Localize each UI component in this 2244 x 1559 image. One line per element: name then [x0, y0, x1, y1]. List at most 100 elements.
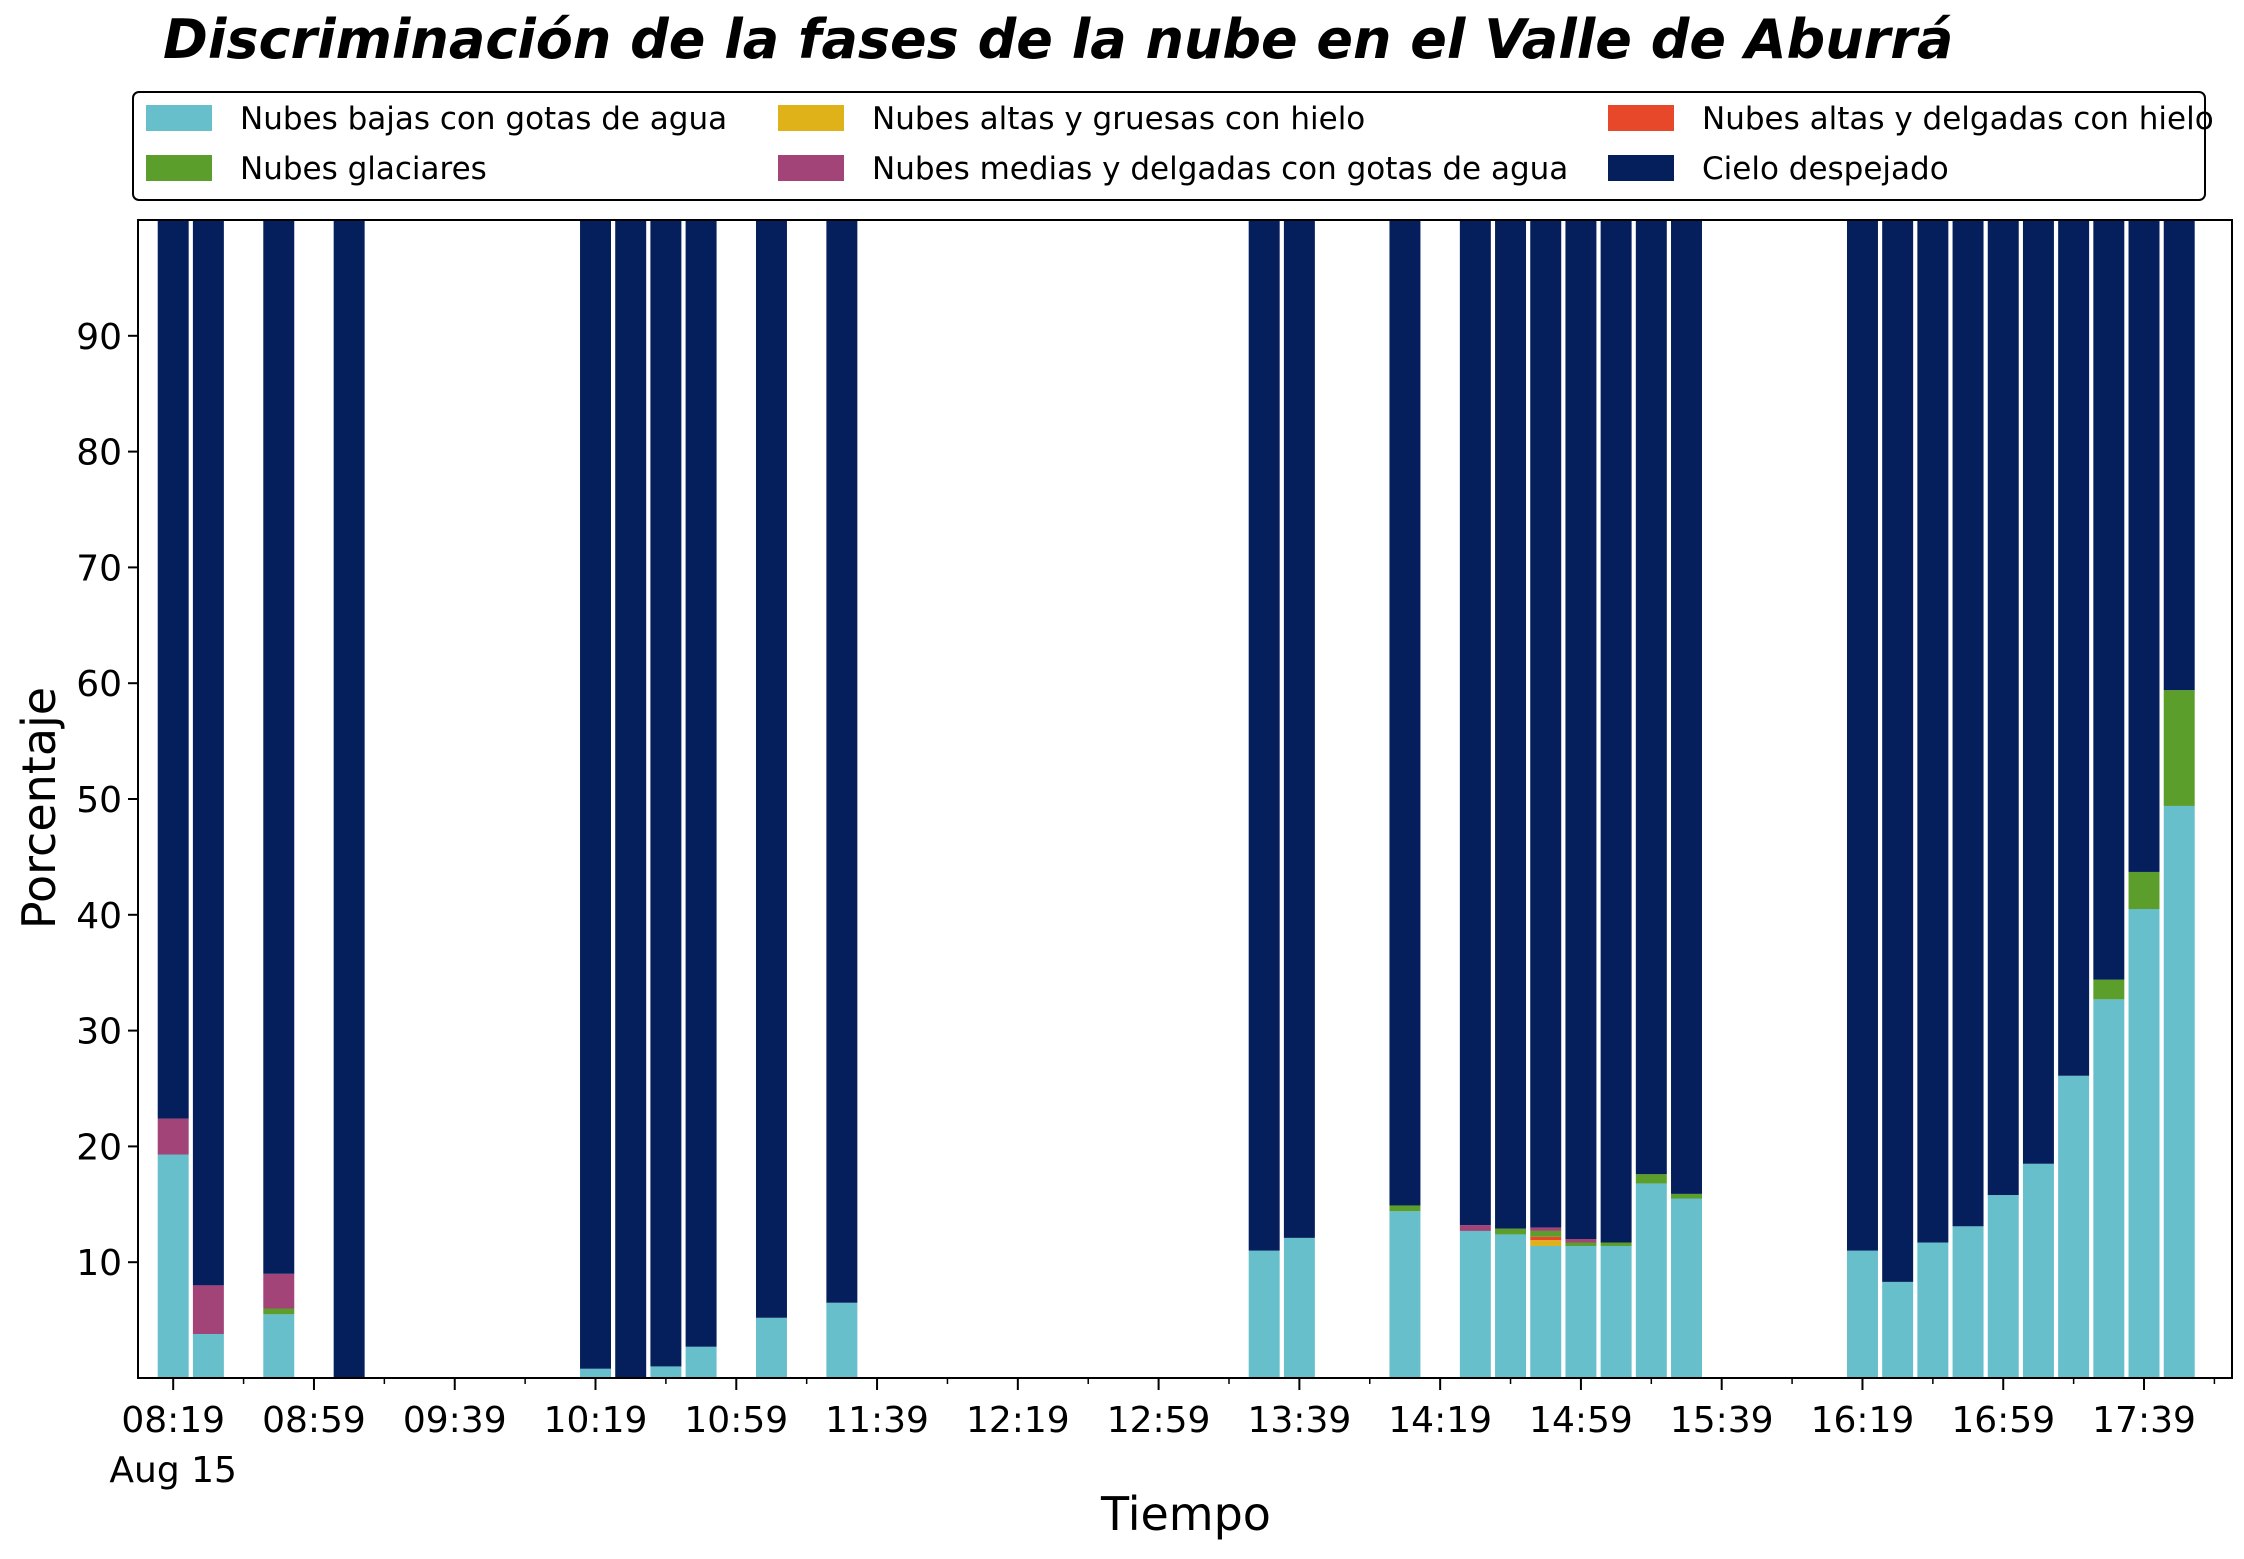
- bar-segment: [1530, 220, 1562, 1228]
- bar-segment: [1846, 1250, 1878, 1378]
- x-tick-label: 08:19: [121, 1400, 225, 1441]
- bar-segment: [1495, 220, 1527, 1229]
- x-tick-label: 12:59: [1107, 1400, 1211, 1441]
- bar-segment: [685, 220, 717, 1347]
- bar-segment: [2128, 220, 2160, 872]
- bar-segment: [1283, 220, 1315, 1238]
- y-tick-label: 60: [76, 664, 122, 705]
- bar-segment: [157, 1118, 189, 1155]
- bar-segment: [580, 220, 611, 1369]
- legend-swatch: [146, 155, 212, 181]
- x-axis-label: Tiempo: [1100, 1487, 1271, 1541]
- bar-segment: [650, 1366, 682, 1378]
- bar-segment: [615, 220, 647, 1378]
- x-tick-label: 08:59: [262, 1400, 366, 1441]
- y-tick-label: 20: [76, 1127, 122, 1168]
- x-tick-label: 09:39: [403, 1400, 507, 1441]
- bar-segment: [2058, 1075, 2090, 1378]
- bar-segment: [192, 220, 224, 1286]
- bar-segment: [755, 220, 787, 1318]
- bar-segment: [1283, 1237, 1315, 1378]
- bar-segment: [1600, 1245, 1632, 1378]
- bar-segment: [1530, 1236, 1562, 1241]
- bar-segment: [1495, 1234, 1527, 1378]
- bar-segment: [755, 1317, 787, 1378]
- bar-segment: [1565, 1242, 1597, 1246]
- bar-segment: [192, 1334, 224, 1378]
- legend-swatch: [1608, 105, 1674, 131]
- legend-label: Nubes glaciares: [240, 151, 487, 187]
- bar-segment: [263, 1308, 295, 1315]
- bar-segment: [1987, 220, 2019, 1196]
- bar-segment: [1671, 1198, 1702, 1378]
- bar-segment: [1846, 220, 1878, 1251]
- x-tick-label: 14:59: [1529, 1400, 1633, 1441]
- bar-segment: [2128, 909, 2160, 1378]
- bar-segment: [1530, 1230, 1562, 1237]
- legend: Nubes bajas con gotas de agua Nubes glaci…: [132, 91, 2214, 201]
- bar-segment: [192, 1285, 224, 1334]
- y-tick-label: 10: [76, 1243, 122, 1284]
- bar-segment: [2058, 220, 2090, 1076]
- bar-segment: [1389, 1205, 1421, 1212]
- bar-segment: [157, 1154, 189, 1378]
- x-axis: 08:19 Aug 15 08:59 09:39 10:19 10:59 11:39 12:1…: [109, 1378, 2216, 1491]
- legend-swatch: [778, 105, 844, 131]
- legend-label: Nubes bajas con gotas de agua: [240, 101, 727, 137]
- y-axis: 10 20 30 40 50 60 70 80 90: [76, 317, 138, 1284]
- bar-segment: [2093, 220, 2125, 980]
- x-tick-label: 16:19: [1811, 1400, 1915, 1441]
- bar-segment: [1459, 1225, 1491, 1231]
- x-tick-sublabel: Aug 15: [109, 1450, 237, 1491]
- x-tick-label: 13:39: [1248, 1400, 1352, 1441]
- x-tick-label: 17:39: [2092, 1400, 2196, 1441]
- bar-segment: [1565, 1239, 1597, 1243]
- bar-segment: [263, 220, 295, 1274]
- bar-segment: [263, 1273, 295, 1309]
- bar-segment: [2022, 220, 2054, 1164]
- bar-segment: [2128, 871, 2160, 910]
- x-tick-label: 11:39: [825, 1400, 929, 1441]
- y-tick-label: 30: [76, 1012, 122, 1053]
- x-tick-label: 16:59: [1951, 1400, 2055, 1441]
- bar-segment: [2093, 979, 2125, 1000]
- bar-segment: [157, 220, 189, 1119]
- bar-segment: [2093, 999, 2125, 1378]
- legend-swatch: [146, 105, 212, 131]
- bar-segment: [1600, 220, 1632, 1243]
- legend-swatch: [1608, 155, 1674, 181]
- bar-segment: [2163, 220, 2195, 691]
- bar-segment: [1495, 1228, 1527, 1235]
- bar-segment: [1671, 1193, 1702, 1199]
- legend-label: Nubes medias y delgadas con gotas de agu…: [872, 151, 1568, 187]
- bar-segment: [650, 220, 682, 1367]
- y-tick-label: 50: [76, 780, 122, 821]
- chart-title: Discriminación de la fases de la nube en…: [163, 8, 1953, 71]
- bar-segment: [1389, 220, 1421, 1206]
- bar-segment: [1952, 220, 1984, 1227]
- bar-segment: [263, 1314, 295, 1378]
- bar-segment: [1952, 1226, 1984, 1378]
- bar-segment: [1459, 220, 1491, 1226]
- bar-segment: [685, 1346, 717, 1378]
- bar-segment: [2163, 805, 2195, 1378]
- bar-segment: [580, 1368, 611, 1378]
- bar-segment: [1987, 1195, 2019, 1378]
- x-tick-label: 10:19: [544, 1400, 648, 1441]
- bar-segment: [826, 1302, 858, 1378]
- bar-segment: [1600, 1242, 1632, 1246]
- bar-segment: [1671, 220, 1702, 1194]
- bar-segment: [1882, 1281, 1914, 1378]
- bars-layer: [157, 220, 2195, 1378]
- bar-segment: [2163, 690, 2195, 806]
- legend-frame: [132, 91, 2206, 201]
- bar-segment: [1635, 1183, 1667, 1378]
- x-tick-label: 15:39: [1670, 1400, 1774, 1441]
- bar-segment: [2022, 1163, 2054, 1378]
- bar-segment: [1882, 220, 1914, 1282]
- x-tick-label: 12:19: [966, 1400, 1070, 1441]
- x-tick-label: 14:19: [1388, 1400, 1492, 1441]
- y-axis-label: Porcentaje: [12, 687, 66, 929]
